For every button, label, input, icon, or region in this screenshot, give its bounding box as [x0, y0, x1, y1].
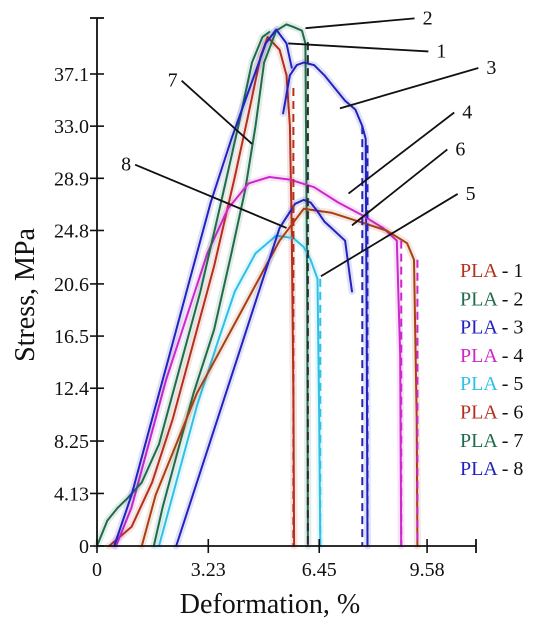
x-tick-label: 3.23	[191, 559, 226, 581]
callout-leader	[134, 163, 287, 229]
callout-label: 1	[436, 40, 446, 62]
y-tick-label: 24.8	[54, 220, 89, 242]
legend-entry: PLA - 6	[460, 402, 523, 424]
legend-entry: PLA - 1	[460, 260, 523, 282]
callout-labels: 12 3 4 5 6 7 8	[121, 7, 496, 278]
series-line-3	[282, 61, 369, 547]
callout-label: 2	[423, 7, 433, 29]
callout-label: 8	[121, 154, 131, 176]
legend-series-name: PLA	[460, 260, 498, 282]
callout-label: 7	[168, 70, 178, 92]
x-tick-label: 6.45	[302, 559, 337, 581]
legend-entry: PLA - 8	[460, 458, 523, 480]
legend-series-name: PLA	[460, 458, 498, 480]
y-tick-label: 4.13	[54, 483, 89, 505]
legend-series-number: - 5	[497, 373, 524, 395]
legend-entry: PLA - 4	[460, 345, 523, 367]
callout-leader	[351, 148, 448, 227]
callout-leader	[288, 42, 429, 53]
callout-leader	[305, 17, 415, 30]
axes: 0 4.13 8.25 12.4 16.5 20.6 24.8 28.9 33.0 37.1 0 3.…	[54, 17, 477, 581]
callout-leader	[339, 67, 479, 110]
y-tick-label: 28.9	[54, 168, 89, 190]
series-group	[93, 20, 421, 550]
y-tick-label: 20.6	[54, 274, 89, 296]
y-tick-label: 37.1	[54, 64, 89, 86]
legend-series-number: - 1	[497, 260, 524, 282]
y-tick-label: 12.4	[54, 378, 89, 400]
y-tick-label: 33.0	[54, 116, 89, 138]
legend-series-name: PLA	[460, 317, 498, 339]
y-tick-label: 16.5	[54, 326, 89, 348]
callout-leader	[320, 193, 459, 278]
callout-leader	[347, 111, 455, 195]
legend-series-name: PLA	[460, 430, 498, 452]
legend-series-number: - 2	[497, 288, 524, 310]
y-tick-label: 0	[79, 536, 89, 558]
series-line-7	[96, 31, 271, 547]
legend-series-number: - 7	[497, 430, 524, 452]
callout-label: 5	[466, 183, 476, 205]
callout-leader	[181, 80, 253, 145]
legend-series-number: - 4	[497, 345, 524, 367]
legend-series-name: PLA	[460, 373, 498, 395]
legend-series-name: PLA	[460, 345, 498, 367]
legend-series-name: PLA	[460, 288, 498, 310]
x-tick-label: 9.58	[410, 559, 445, 581]
series-line-6	[140, 207, 419, 547]
callout-label: 3	[486, 57, 496, 79]
legend-series-number: - 6	[497, 402, 524, 424]
y-tick-label: 8.25	[54, 431, 89, 453]
series-line-8	[113, 28, 293, 547]
legend-series-number: - 8	[497, 458, 524, 480]
x-axis-title: Deformation, %	[180, 589, 360, 620]
callout-label: 6	[455, 138, 465, 160]
legend-series-number: - 3	[497, 317, 524, 339]
legend-entry: PLA - 5	[460, 373, 523, 395]
x-tick-label: 0	[92, 559, 102, 581]
legend-entry: PLA - 2	[460, 288, 523, 310]
y-axis-title: Stress, MPa	[10, 228, 41, 362]
legend-series-name: PLA	[460, 402, 498, 424]
series-line-1	[108, 36, 296, 547]
callout-label: 4	[462, 102, 472, 124]
legend-entry: PLA - 7	[460, 430, 523, 452]
legend-entry: PLA - 3	[460, 317, 523, 339]
